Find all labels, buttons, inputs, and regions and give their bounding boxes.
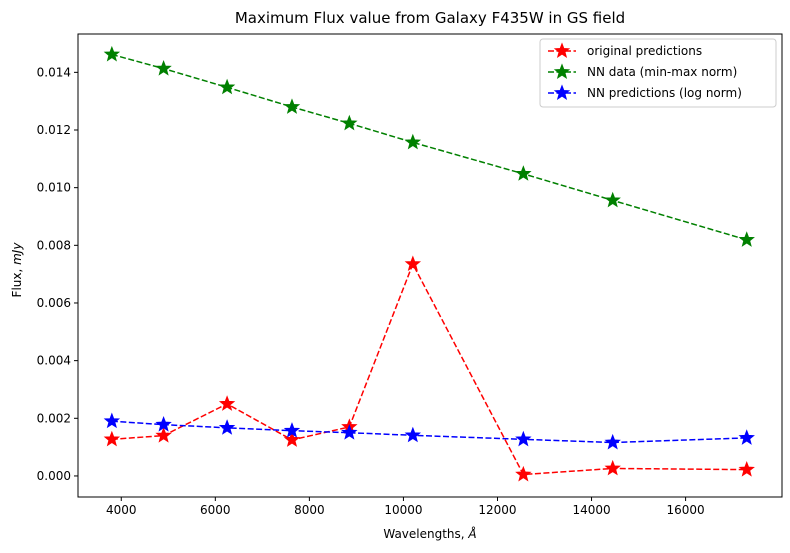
- legend-marker: [553, 42, 571, 58]
- series-point-2: [404, 426, 422, 443]
- y-axis-label-text: Flux,: [10, 265, 24, 298]
- series-point-2: [283, 422, 301, 438]
- chart-title: Maximum Flux value from Galaxy F435W in …: [235, 9, 625, 27]
- x-tick-label: 14000: [572, 503, 610, 517]
- series-line-2: [111, 420, 747, 444]
- y-axis-label: Flux, mJy: [10, 242, 24, 298]
- series-point-1: [604, 191, 621, 208]
- series-point-2: [515, 430, 532, 447]
- series-point-1: [283, 98, 301, 114]
- series-point-0: [404, 255, 422, 272]
- x-tick-label: 8000: [294, 503, 325, 517]
- series-point-2: [218, 419, 236, 435]
- x-tick-label: 10000: [384, 503, 422, 517]
- x-axis-label-unit: Å: [467, 526, 476, 541]
- legend-marker: [553, 84, 571, 100]
- y-tick-label: 0.004: [37, 354, 71, 368]
- series-point-0: [283, 431, 301, 447]
- series-point-1: [341, 114, 358, 131]
- series-point-1: [155, 59, 172, 76]
- plot-area: 4000 6000 8000 10000 12000 14000 16000 0.000 0.0…: [37, 33, 783, 517]
- series-point-0: [515, 465, 532, 482]
- series-point-1: [515, 165, 532, 181]
- legend-label: NN data (min-max norm): [587, 65, 737, 79]
- legend-marker: [553, 63, 571, 79]
- legend-box: [539, 38, 777, 108]
- y-tick-label: 0.008: [37, 238, 71, 252]
- series-point-1: [404, 133, 422, 150]
- series-point-1: [738, 231, 755, 247]
- x-axis-label: Wavelengths, Å: [383, 526, 476, 541]
- series-point-1: [218, 78, 236, 95]
- series-point-0: [155, 426, 172, 443]
- y-tick-label: 0.010: [37, 181, 71, 195]
- y-axis-label-unit: mJy: [10, 242, 24, 265]
- series-point-1: [103, 45, 121, 62]
- x-tick-label: 4000: [106, 503, 137, 517]
- series-point-2: [155, 416, 172, 432]
- x-tick-label: 16000: [667, 503, 705, 517]
- legend-label: NN predictions (log norm): [587, 86, 742, 100]
- plot-frame: [77, 33, 783, 498]
- series-point-2: [341, 424, 358, 440]
- legend-label: original predictions: [587, 44, 702, 58]
- y-tick-label: 0.000: [37, 469, 71, 483]
- y-tick-label: 0.014: [37, 65, 71, 79]
- series-point-0: [218, 395, 236, 411]
- series-point-0: [738, 460, 755, 477]
- series-point-0: [103, 430, 121, 447]
- y-tick-label: 0.012: [37, 123, 71, 137]
- series-point-0: [604, 459, 621, 476]
- legend: original predictions NN data (min-max nor…: [539, 38, 777, 108]
- x-tick-label: 12000: [478, 503, 516, 517]
- series-point-2: [738, 429, 755, 445]
- x-axis-label-text: Wavelengths,: [383, 527, 468, 541]
- series-point-2: [604, 433, 621, 450]
- y-tick-label: 0.002: [37, 411, 71, 425]
- y-tick-label: 0.006: [37, 296, 71, 310]
- series-point-2: [103, 412, 121, 429]
- x-tick-label: 6000: [200, 503, 231, 517]
